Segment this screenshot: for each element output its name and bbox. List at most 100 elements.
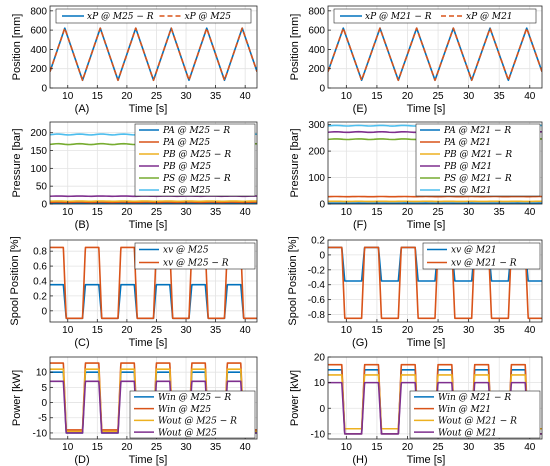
legend-entry: Win @ M25: [158, 405, 211, 415]
legend-box: [129, 390, 256, 439]
y-tick-label: 800: [30, 6, 47, 17]
x-tick-label: 20: [402, 91, 414, 102]
x-tick-label: 30: [180, 207, 192, 218]
x-axis-label: Time [s]: [407, 454, 446, 466]
y-tick-label: 0: [41, 84, 47, 95]
panel-caption: (F): [353, 219, 367, 231]
legend-entry: Win @ M25 − R: [158, 393, 231, 403]
legend-entry: Wout @ M25: [158, 428, 217, 438]
x-axis-label: Time [s]: [129, 103, 168, 115]
y-tick-label: 0.4: [33, 277, 47, 288]
x-tick-label: 30: [180, 442, 192, 453]
x-tick-label: 15: [371, 91, 383, 102]
legend-box: [333, 8, 537, 24]
y-tick-label: 5: [41, 383, 47, 394]
x-tick-label: 35: [494, 442, 506, 453]
x-tick-label: 15: [371, 207, 383, 218]
x-tick-label: 10: [62, 325, 74, 336]
legend-entry: PA @ M25 − R: [162, 126, 230, 136]
legend-entry: xP @ M21 − R: [365, 12, 432, 22]
legend-entry: xv @ M25 − R: [163, 259, 229, 269]
series-line: [50, 27, 257, 82]
x-tick-label: 30: [463, 442, 475, 453]
panel-caption: (B): [75, 219, 90, 231]
series-group: [328, 27, 542, 82]
x-tick-label: 25: [151, 442, 163, 453]
legend-entry: PB @ M21: [443, 162, 492, 172]
legend: xP @ M25 − R xP @ M25: [55, 8, 252, 24]
y-tick-label: 0: [41, 200, 47, 211]
x-tick-label: 35: [210, 325, 222, 336]
axes-frame: [327, 356, 543, 440]
axes-frame: [49, 356, 258, 440]
x-tick-label: 20: [121, 91, 133, 102]
y-axis-label: Pressure [bar]: [289, 128, 301, 197]
x-tick-label: 20: [402, 442, 414, 453]
y-tick-label: -0.8: [308, 310, 326, 321]
legend-entry: PA @ M25: [162, 138, 210, 148]
y-axis-label: Spool Position [%]: [287, 236, 299, 325]
legend-entry: PA @ M21 − R: [443, 126, 511, 136]
legend-entry: PA @ M21: [443, 138, 491, 148]
x-tick-label: 25: [432, 207, 444, 218]
series-line: [50, 246, 257, 320]
y-tick-label: 0: [41, 306, 47, 317]
y-tick-label: 0.2: [33, 291, 47, 302]
x-tick-label: 35: [210, 207, 222, 218]
axes-frame: [327, 239, 543, 323]
y-tick-label: 600: [30, 26, 47, 37]
legend-entry: Win @ M21: [438, 405, 491, 415]
axes-frame: [49, 5, 258, 89]
panel-H: 10 15 20 25 30 35 40 -10 0 10 20 (H) Time [s] Power […: [289, 353, 543, 466]
x-axis-label: Time [s]: [407, 219, 446, 231]
x-tick-label: 15: [92, 207, 104, 218]
legend-entry: PS @ M25: [162, 186, 211, 196]
legend: xP @ M21 − R xP @ M21: [333, 8, 537, 24]
y-axis-label: Power [kW]: [289, 370, 301, 426]
legend-entry: xP @ M25 − R: [87, 12, 154, 22]
x-tick-label: 10: [62, 207, 74, 218]
panel-B: 10 15 20 25 30 35 40 0 50 100 150 200 (B) Time [s] Pre…: [11, 121, 258, 231]
y-tick-label: 50: [36, 182, 48, 193]
y-tick-label: 0.2: [311, 236, 325, 247]
legend-box: [409, 390, 541, 439]
series-line: [328, 246, 542, 320]
x-axis-label: Time [s]: [407, 337, 446, 349]
y-axis-label: Pressure [bar]: [11, 128, 23, 197]
y-tick-label: 0: [319, 404, 325, 415]
x-tick-label: 35: [494, 91, 506, 102]
x-tick-label: 40: [240, 325, 252, 336]
y-tick-label: 200: [308, 147, 325, 158]
x-tick-label: 15: [92, 325, 104, 336]
legend-entry: Wout @ M25 − R: [158, 417, 237, 427]
y-tick-label: -10: [311, 429, 326, 440]
y-tick-label: 0: [319, 84, 325, 95]
x-tick-label: 15: [92, 442, 104, 453]
x-tick-label: 20: [121, 207, 133, 218]
legend: Win @ M25 − R Win @ M25 Wout @ M25 − RWout…: [129, 390, 256, 439]
panel-caption: (E): [353, 103, 368, 115]
x-tick-label: 35: [210, 442, 222, 453]
y-tick-label: -5: [38, 413, 47, 424]
x-tick-label: 40: [524, 442, 536, 453]
series-group: [328, 246, 542, 320]
x-tick-label: 20: [402, 325, 414, 336]
legend-entry: PS @ M21: [443, 186, 492, 196]
y-axis-label: Spool Position [%]: [9, 236, 21, 325]
y-tick-label: 400: [308, 45, 325, 56]
legend-entry: Wout @ M21 − R: [438, 417, 517, 427]
x-tick-label: 25: [432, 325, 444, 336]
x-tick-label: 10: [62, 91, 74, 102]
panel-caption: (H): [352, 454, 367, 466]
x-tick-label: 25: [151, 207, 163, 218]
y-tick-label: -0.2: [308, 265, 326, 276]
x-tick-label: 40: [240, 207, 252, 218]
x-tick-label: 10: [341, 91, 353, 102]
x-tick-label: 30: [180, 91, 192, 102]
y-tick-label: 10: [314, 378, 326, 389]
legend-box: [134, 123, 256, 197]
y-tick-label: 200: [308, 64, 325, 75]
